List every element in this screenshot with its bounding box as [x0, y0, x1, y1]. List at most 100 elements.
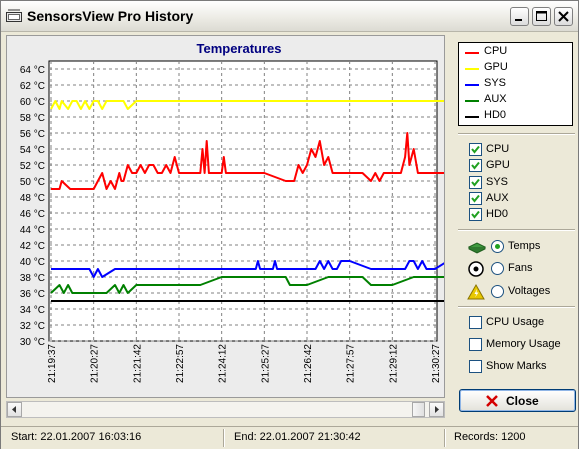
checkbox-label: Show Marks [486, 360, 547, 372]
temperature-chart: 64 °C 62 °C 60 °C 58 °C 56 °C 54 °C 52 °C 50 °C… [20, 41, 444, 383]
close-button-label: Close [506, 394, 539, 408]
chart-series-layer [50, 100, 444, 302]
fan-icon [468, 261, 484, 277]
checkbox-label: HD0 [486, 208, 509, 220]
y-tick-label: 58 °C [20, 113, 45, 124]
checkbox[interactable] [469, 360, 482, 373]
y-tick-label: 32 °C [20, 321, 45, 332]
checkbox-label: CPU [486, 143, 510, 155]
checkbox[interactable] [469, 176, 482, 189]
y-tick-label: 46 °C [20, 209, 45, 220]
radio-label: Voltages [508, 285, 551, 297]
check-icon [471, 178, 480, 187]
scroll-thumb[interactable] [412, 402, 425, 417]
chart-legend: CPU GPU SYS AUX HD0 [458, 42, 573, 126]
x-tick-label: 21:21:42 [132, 344, 143, 383]
y-tick-label: 34 °C [20, 305, 45, 316]
chart-title: Temperatures [196, 41, 281, 56]
y-tick-label: 30 °C [20, 337, 45, 348]
y-tick-label: 36 °C [20, 289, 45, 300]
checkbox[interactable] [469, 159, 482, 172]
y-tick-label: 60 °C [20, 97, 45, 108]
status-divider [223, 429, 225, 447]
checkbox-label: SYS [486, 176, 509, 188]
legend-label: HD0 [484, 109, 507, 121]
x-axis-labels: 21:19:37 21:20:27 21:21:42 21:22:57 21:24:12… [47, 344, 442, 383]
y-tick-label: 62 °C [20, 81, 45, 92]
status-start: Start: 22.01.2007 16:03:16 [11, 431, 142, 443]
series-line-aux [50, 276, 444, 294]
y-axis-labels: 64 °C 62 °C 60 °C 58 °C 56 °C 54 °C 52 °C 50 °C… [20, 65, 45, 348]
x-tick-label: 21:20:27 [90, 344, 101, 383]
check-icon [471, 210, 480, 219]
status-end: End: 22.01.2007 21:30:42 [234, 431, 361, 443]
close-x-icon [486, 395, 498, 407]
y-tick-label: 38 °C [20, 273, 45, 284]
checkbox[interactable] [469, 338, 482, 351]
x-tick-label: 21:25:27 [260, 344, 271, 383]
legend-swatch [465, 84, 479, 86]
horizontal-scrollbar[interactable] [6, 401, 445, 418]
arrow-left-icon [12, 406, 16, 413]
y-tick-label: 44 °C [20, 225, 45, 236]
x-tick-label: 21:19:37 [47, 344, 58, 383]
legend-label: CPU [484, 45, 508, 57]
radio-button[interactable] [491, 285, 504, 298]
arrow-right-icon [435, 406, 439, 413]
scroll-right-button[interactable] [429, 402, 444, 417]
y-tick-label: 52 °C [20, 161, 45, 172]
checkbox-label: Memory Usage [486, 338, 561, 350]
series-line-cpu [51, 132, 444, 190]
legend-label: GPU [484, 61, 508, 73]
checkbox[interactable] [469, 143, 482, 156]
legend-label: AUX [484, 93, 507, 105]
x-tick-label: 21:30:27 [431, 344, 442, 383]
series-line-gpu [50, 100, 444, 110]
close-button[interactable]: Close [459, 389, 576, 412]
title-bar[interactable]: SensorsView Pro History [1, 1, 578, 32]
scroll-left-button[interactable] [7, 402, 22, 417]
x-tick-label: 21:27:57 [346, 344, 357, 383]
y-tick-label: 54 °C [20, 145, 45, 156]
check-icon [471, 145, 480, 154]
series-line-sys [51, 260, 444, 278]
y-tick-label: 64 °C [20, 65, 45, 76]
radio-label: Temps [508, 240, 541, 252]
checkbox[interactable] [469, 316, 482, 329]
legend-swatch [465, 68, 479, 70]
y-tick-label: 48 °C [20, 193, 45, 204]
radio-label: Fans [508, 262, 533, 274]
x-tick-label: 21:26:42 [303, 344, 314, 383]
minimize-icon [515, 19, 522, 21]
maximize-icon [536, 11, 547, 21]
x-tick-label: 21:24:12 [218, 344, 229, 383]
legend-swatch [465, 52, 479, 54]
check-icon [471, 194, 480, 203]
checkbox-label: AUX [486, 192, 509, 204]
maximize-button[interactable] [532, 7, 551, 26]
checkbox-label: GPU [486, 159, 510, 171]
chip-icon [467, 242, 487, 254]
close-icon [558, 11, 569, 22]
y-tick-label: 56 °C [20, 129, 45, 140]
y-tick-label: 42 °C [20, 241, 45, 252]
legend-swatch [465, 100, 479, 102]
radio-button[interactable] [491, 240, 504, 253]
x-tick-label: 21:22:57 [175, 344, 186, 383]
radio-button[interactable] [491, 262, 504, 275]
legend-label: SYS [484, 77, 507, 89]
x-tick-label: 21:29:12 [388, 344, 399, 383]
close-window-button[interactable] [554, 7, 573, 26]
minimize-button[interactable] [510, 7, 529, 26]
window-title: SensorsView Pro History [27, 8, 194, 24]
checkbox[interactable] [469, 192, 482, 205]
status-bar: Start: 22.01.2007 16:03:16 End: 22.01.20… [1, 426, 578, 449]
legend-swatch [465, 116, 479, 118]
checkbox-label: CPU Usage [486, 316, 545, 328]
y-tick-label: 50 °C [20, 177, 45, 188]
separator [458, 229, 575, 231]
checkbox[interactable] [469, 208, 482, 221]
app-icon [6, 9, 22, 22]
status-divider [444, 429, 446, 447]
